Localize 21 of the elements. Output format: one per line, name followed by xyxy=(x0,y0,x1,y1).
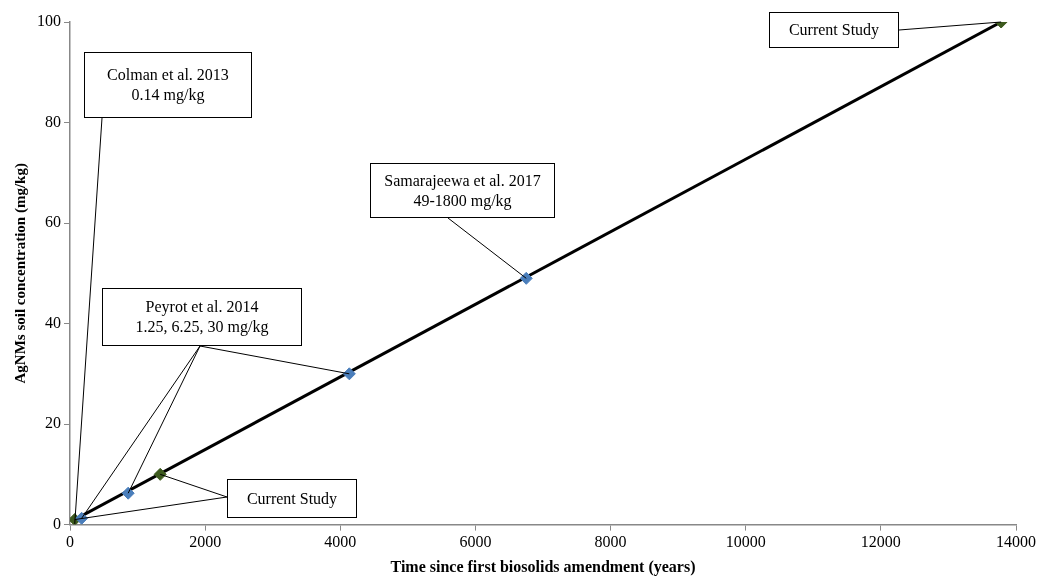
x-tick-label: 10000 xyxy=(725,533,766,551)
callout-box: Samarajeewa et al. 2017 49-1800 mg/kg xyxy=(370,163,555,218)
callout-box: Current Study xyxy=(227,479,357,518)
callout-box: Peyrot et al. 2014 1.25, 6.25, 30 mg/kg xyxy=(102,288,302,346)
x-tick-label: 2000 xyxy=(189,533,222,551)
x-tick-label: 0 xyxy=(66,533,74,551)
x-tick-label: 14000 xyxy=(996,533,1036,551)
callout-box: Colman et al. 2013 0.14 mg/kg xyxy=(84,52,252,118)
y-tick-label: 60 xyxy=(45,213,61,231)
y-axis-title: AgNMs soil concentration (mg/kg) xyxy=(11,163,29,384)
y-tick-label: 80 xyxy=(45,112,61,130)
y-tick-label: 40 xyxy=(45,313,61,331)
y-tick-label: 100 xyxy=(37,12,61,30)
y-tick-label: 0 xyxy=(53,514,61,532)
callout-box: Current Study xyxy=(769,12,899,48)
x-tick-label: 12000 xyxy=(860,533,901,551)
x-tick-label: 6000 xyxy=(459,533,492,551)
x-tick-label: 8000 xyxy=(594,533,627,551)
y-tick-label: 20 xyxy=(45,414,61,432)
x-tick-label: 4000 xyxy=(324,533,357,551)
x-axis-title: Time since first biosolids amendment (years) xyxy=(390,557,696,576)
